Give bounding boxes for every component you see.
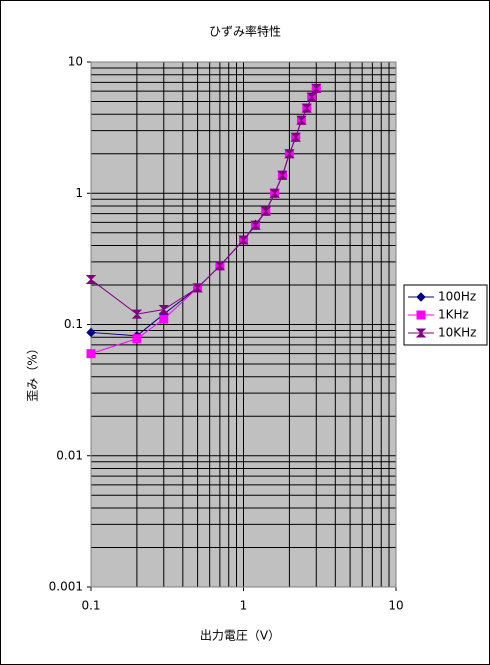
marker [132,334,142,344]
marker [159,314,169,324]
x-tick-label: 0.1 [81,599,100,613]
y-tick-label: 0.01 [56,448,83,462]
marker [158,305,169,315]
marker [238,235,249,245]
legend-label: 1KHz [438,308,469,322]
marker [290,132,301,142]
marker [296,115,307,125]
legend-label: 10KHz [438,326,476,340]
y-tick-label: 1 [75,186,83,200]
x-tick-label: 1 [240,599,248,613]
y-tick-label: 0.1 [64,317,83,331]
marker [306,92,317,102]
marker [250,220,261,230]
legend-label: 100Hz [438,290,476,304]
y-axis-label: 歪み（%） [26,342,40,401]
marker [277,170,288,180]
marker [284,149,295,159]
marker [86,349,96,359]
marker [260,206,271,216]
legend-marker [415,328,427,338]
chart-title: ひずみ率特性 [209,24,281,39]
plot-border [90,61,397,588]
marker [85,275,97,285]
legend-marker [416,292,426,302]
y-tick-label: 0.001 [49,580,83,594]
marker [131,309,143,319]
marker [301,103,312,113]
marker [311,83,322,93]
marker [192,283,203,293]
legend-marker [416,310,426,320]
series-line [90,88,317,315]
x-axis-label: 出力電圧（V） [200,629,280,643]
x-tick-label: 10 [388,599,403,613]
marker [269,188,280,198]
marker [214,261,226,271]
marker [86,327,96,338]
y-tick-label: 10 [68,55,83,69]
